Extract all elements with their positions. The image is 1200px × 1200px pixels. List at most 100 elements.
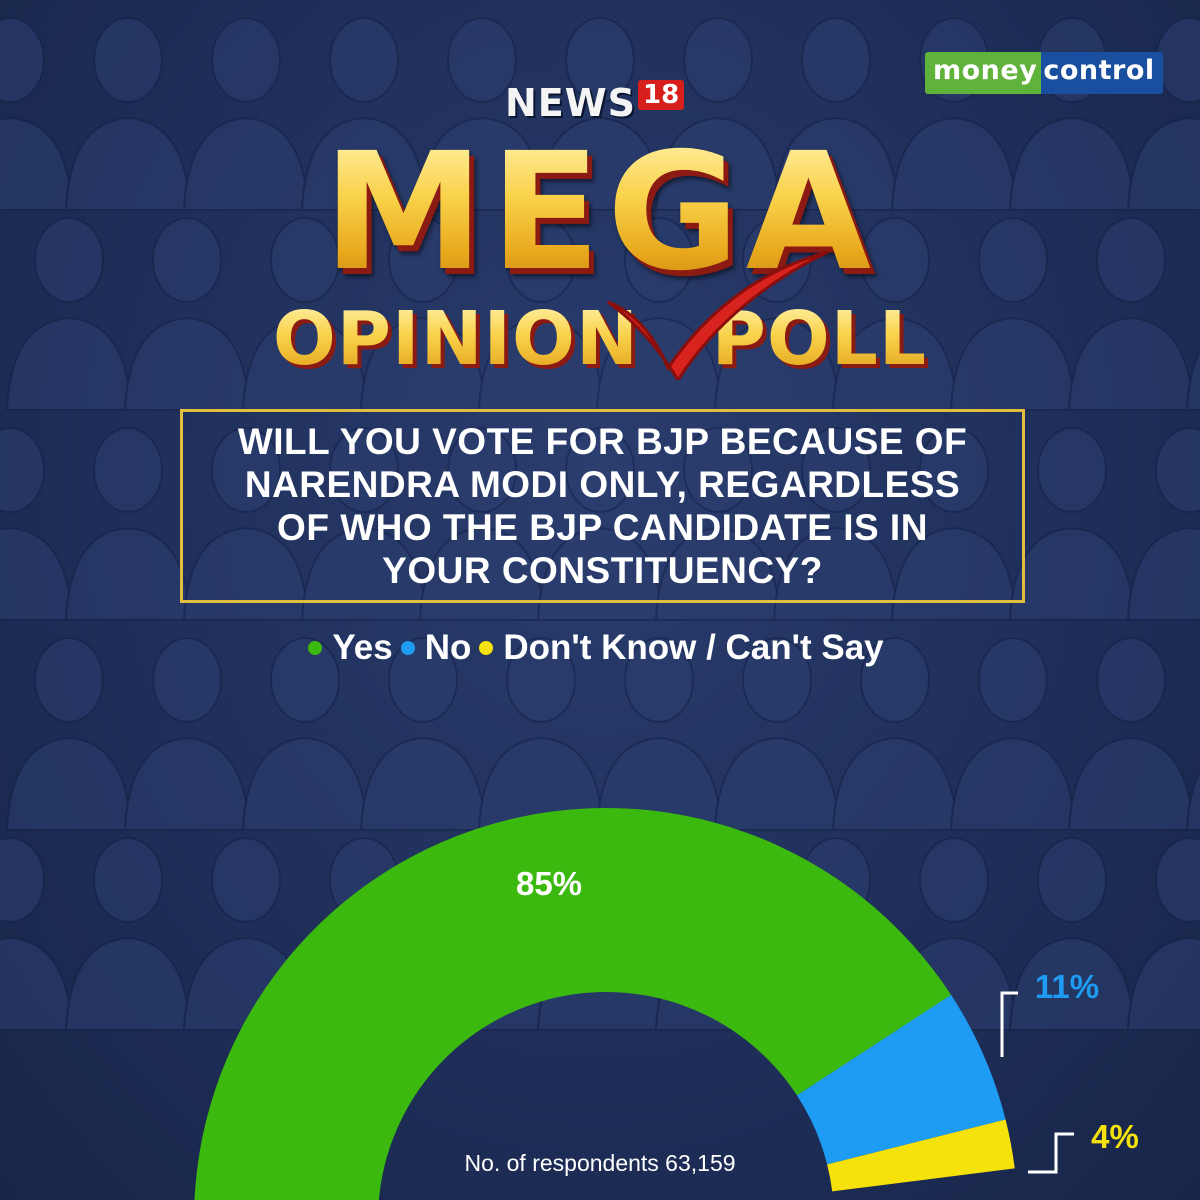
crowd-body <box>241 316 369 411</box>
crowd-head <box>388 637 458 723</box>
crowd-head <box>1155 837 1200 923</box>
legend-label-dont-know: Don't Know / Can't Say <box>503 628 884 667</box>
crowd-head <box>801 427 871 513</box>
chart-slice-yes <box>194 808 952 1200</box>
crowd-body <box>123 316 251 411</box>
legend-label-no: No <box>424 628 472 667</box>
crowd-body <box>0 526 74 621</box>
crowd-head <box>329 427 399 513</box>
chart-slice-dont-know <box>827 1119 1015 1192</box>
crowd-head <box>860 637 930 723</box>
crowd-body <box>182 116 310 211</box>
crowd-head <box>1096 217 1166 303</box>
data-label-dont-know: 4% <box>1091 1118 1139 1155</box>
crowd-head <box>506 637 576 723</box>
chart-legend: Yes No Don't Know / Can't Say <box>0 628 1200 668</box>
crowd-head <box>860 217 930 303</box>
legend-dot-dont-know <box>479 641 494 655</box>
crowd-body <box>1126 526 1200 621</box>
crowd-head <box>1037 837 1107 923</box>
crowd-body <box>359 316 487 411</box>
crowd-head <box>388 217 458 303</box>
crowd-body <box>359 736 487 831</box>
crowd-body <box>772 116 900 211</box>
crowd-body <box>5 316 133 411</box>
crowd-body <box>1185 768 1200 831</box>
crowd-head <box>0 837 45 923</box>
question-text: WILL YOU VOTE FOR BJP BECAUSE OF NARENDR… <box>237 421 968 591</box>
crowd-body <box>831 736 959 831</box>
crowd-head <box>1037 427 1107 513</box>
opinion-poll-title: OPINION POLL <box>270 302 930 376</box>
crowd-head <box>270 637 340 723</box>
crowd-body <box>241 736 369 831</box>
crowd-head <box>565 17 635 103</box>
crowd-head <box>1155 427 1200 513</box>
crowd-head <box>978 217 1048 303</box>
crowd-head <box>683 17 753 103</box>
crowd-body <box>64 936 192 1031</box>
crowd-body <box>713 736 841 831</box>
crowd-body <box>300 116 428 211</box>
leader-line-dont-know <box>1028 1132 1074 1174</box>
crowd-body <box>5 736 133 831</box>
crowd-body <box>477 736 605 831</box>
crowd-head <box>624 637 694 723</box>
crowd-body <box>595 736 723 831</box>
crowd-body <box>713 316 841 411</box>
crowd-head <box>329 17 399 103</box>
mega-title: MEGA <box>250 132 950 294</box>
crowd-head <box>978 637 1048 723</box>
crowd-head <box>211 427 281 513</box>
crowd-head <box>447 17 517 103</box>
crowd-head <box>152 637 222 723</box>
crowd-body <box>64 526 192 621</box>
news18-logo-number: 18 <box>638 80 685 110</box>
crowd-head <box>919 427 989 513</box>
crowd-body <box>1008 526 1136 621</box>
crowd-head <box>34 637 104 723</box>
crowd-head <box>152 217 222 303</box>
crowd-head <box>1096 637 1166 723</box>
crowd-body <box>654 526 782 621</box>
legend-dot-no <box>400 641 415 655</box>
crowd-body <box>300 526 428 621</box>
moneycontrol-logo-money: money <box>925 52 1042 94</box>
crowd-head <box>624 217 694 303</box>
crowd-head <box>93 17 163 103</box>
crowd-body <box>1067 736 1195 831</box>
crowd-body <box>949 316 1077 411</box>
crowd-body <box>890 116 1018 211</box>
legend-dot-yes <box>308 641 323 655</box>
crowd-body <box>418 116 546 211</box>
data-label-no: 11% <box>1035 968 1099 1005</box>
crowd-body <box>949 736 1077 831</box>
crowd-head <box>565 427 635 513</box>
question-box: WILL YOU VOTE FOR BJP BECAUSE OF NARENDR… <box>180 409 1025 603</box>
crowd-body <box>536 526 664 621</box>
crowd-head <box>211 837 281 923</box>
crowd-body <box>64 116 192 211</box>
crowd-head <box>683 427 753 513</box>
leader-line-no <box>1000 991 1018 1057</box>
data-label-yes: 85% <box>516 865 582 902</box>
legend-item-yes: Yes <box>308 628 393 668</box>
crowd-body <box>418 526 546 621</box>
crowd-body <box>772 526 900 621</box>
crowd-body <box>0 936 74 1031</box>
news18-logo-word: NEWS <box>505 81 637 125</box>
checkmark-icon <box>607 250 829 380</box>
crowd-head <box>93 427 163 513</box>
crowd-body <box>1008 936 1136 1031</box>
crowd-body <box>477 316 605 411</box>
crowd-body <box>1185 348 1200 411</box>
moneycontrol-logo: money control <box>925 52 1163 94</box>
respondents-count: No. of respondents 63,159 <box>464 1150 736 1176</box>
news18-logo: NEWS 18 <box>505 64 685 126</box>
crowd-head <box>506 217 576 303</box>
crowd-body <box>654 116 782 211</box>
crowd-body <box>890 526 1018 621</box>
crowd-head <box>93 837 163 923</box>
moneycontrol-logo-control: control <box>1041 52 1163 94</box>
